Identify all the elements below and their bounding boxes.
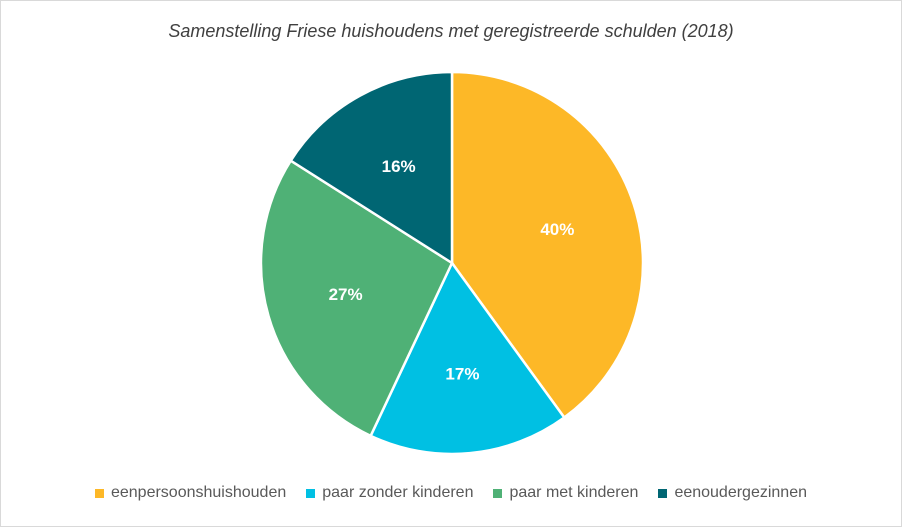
data-label-0: 40% xyxy=(540,220,574,239)
legend-label-3: eenoudergezinnen xyxy=(674,484,807,501)
legend-swatch-2 xyxy=(493,488,503,498)
pie-slice-0 xyxy=(450,70,645,420)
legend-swatch-3 xyxy=(658,488,668,498)
legend-item-3: eenoudergezinnen xyxy=(658,484,807,502)
legend-label-2: paar met kinderen xyxy=(509,484,639,501)
data-label-3: 16% xyxy=(382,157,416,176)
legend-label-0: eenpersoonshuishouden xyxy=(110,484,287,501)
legend-item-0: eenpersoonshuishouden xyxy=(94,484,287,502)
legend-item-2: paar met kinderen xyxy=(493,484,638,502)
pie-slice-2 xyxy=(259,158,454,438)
pie-slice-3 xyxy=(289,70,454,266)
legend-label-1: paar zonder kinderen xyxy=(322,484,474,501)
chart-legend: eenpersoonshuishouden paar zonder kindere… xyxy=(1,484,901,502)
legend-swatch-1 xyxy=(306,488,316,498)
data-label-2: 27% xyxy=(329,285,363,304)
legend-item-1: paar zonder kinderen xyxy=(306,484,473,502)
data-label-1: 17% xyxy=(445,364,479,383)
legend-swatch-0 xyxy=(94,488,104,498)
pie-slice-1 xyxy=(369,260,567,456)
chart-title: Samenstelling Friese huishoudens met ger… xyxy=(168,21,734,41)
